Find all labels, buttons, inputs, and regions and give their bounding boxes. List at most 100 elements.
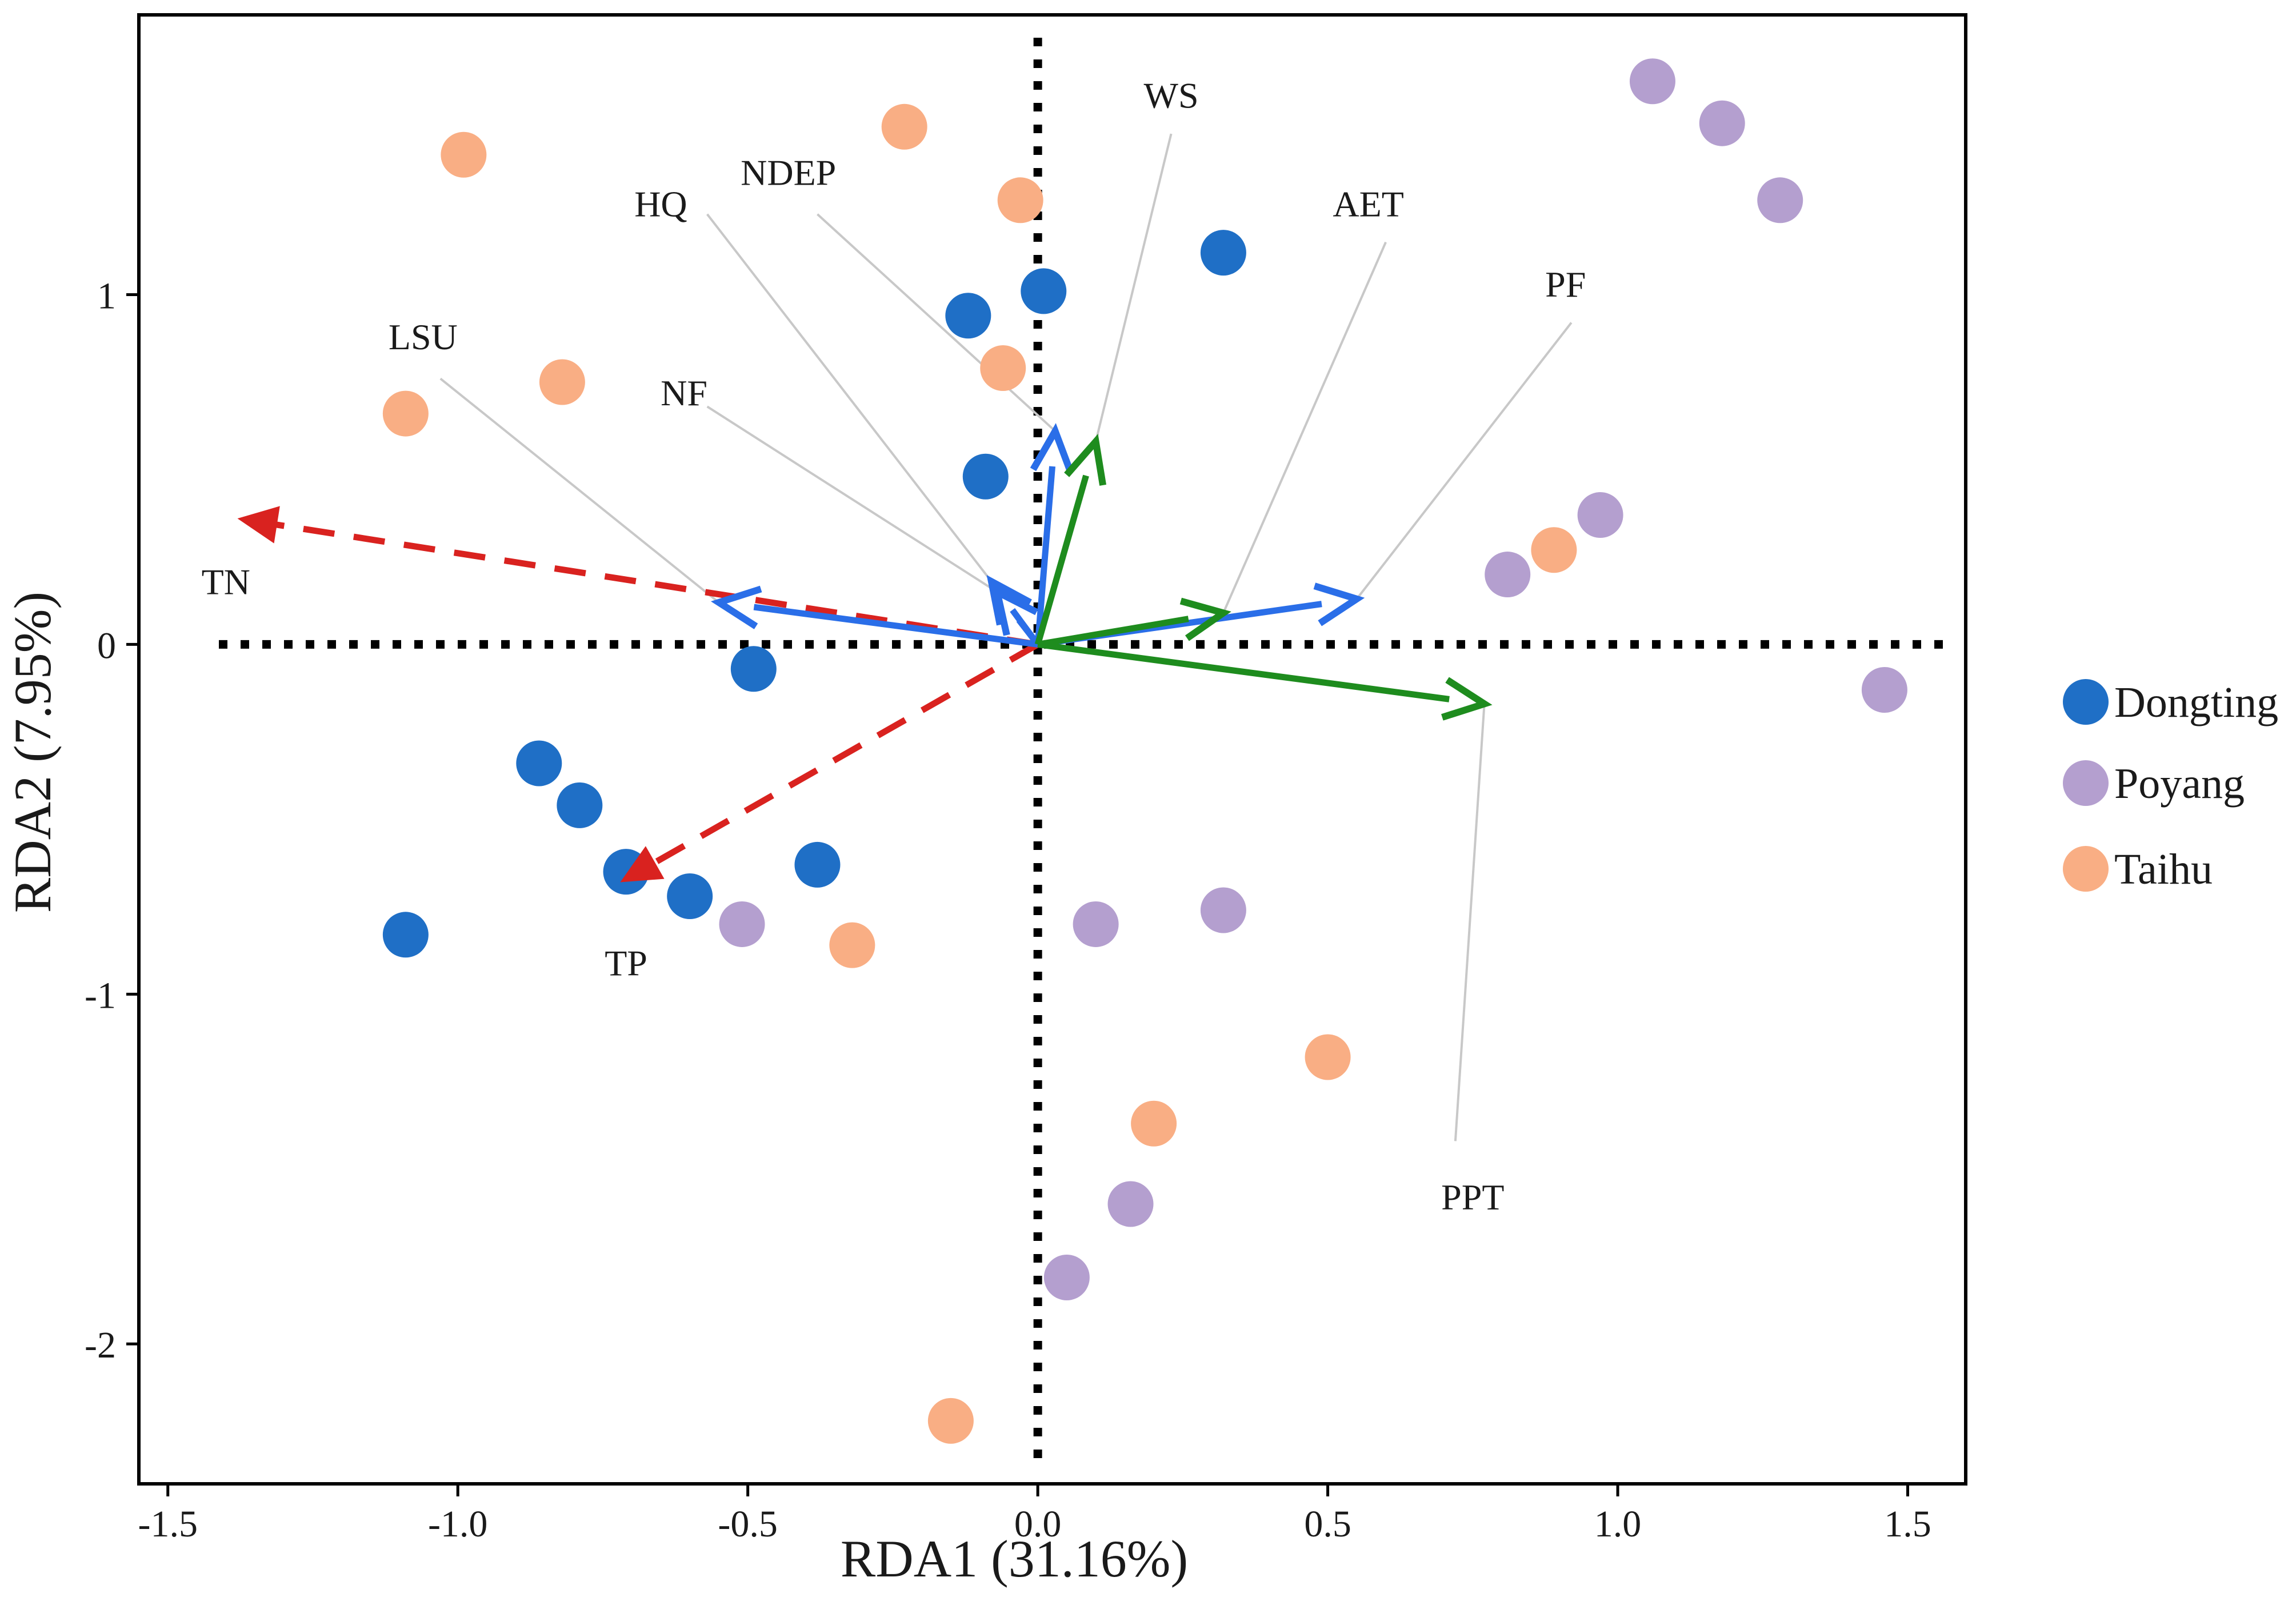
leader-line-ws <box>1094 133 1173 442</box>
point-dongting <box>667 873 713 919</box>
vector-shaft <box>753 604 1038 648</box>
point-poyang <box>719 901 765 947</box>
vector-shaft <box>1034 466 1056 645</box>
legend-item-dongting: Dongting <box>2063 678 2278 726</box>
vector-arrowhead <box>1064 433 1107 486</box>
vector-arrowhead <box>620 846 665 883</box>
point-dongting <box>945 293 991 339</box>
legend-item-taihu: Taihu <box>2063 845 2213 893</box>
point-poyang <box>1699 100 1745 146</box>
legend-swatch <box>2063 846 2109 892</box>
point-dongting <box>516 740 562 786</box>
vector-label-hq: HQ <box>634 183 687 224</box>
y-tick-label: -1 <box>85 975 116 1016</box>
legend: Dongting Poyang Taihu <box>2063 678 2278 893</box>
point-dongting <box>794 841 841 888</box>
vector-shaft <box>1034 474 1089 645</box>
x-axis-ticks: -1.5 -1.0 -0.5 0.0 0.5 1.0 1.5 <box>138 1484 1931 1545</box>
vector-lsu <box>710 585 1038 648</box>
vector-shaft <box>1037 616 1189 648</box>
vector-arrowhead <box>1441 677 1493 721</box>
y-tick-label: 1 <box>97 276 116 317</box>
legend-label: Taihu <box>2114 845 2213 893</box>
vector-ppt <box>1037 641 1493 721</box>
vector-label-tp: TP <box>605 943 647 983</box>
legend-item-poyang: Poyang <box>2063 760 2245 808</box>
point-taihu <box>1131 1100 1177 1147</box>
y-axis-title: RDA2 (7.95%) <box>3 592 62 913</box>
x-tick-label: 0.0 <box>1014 1503 1062 1545</box>
point-poyang <box>1107 1181 1154 1227</box>
vector-label-ndep: NDEP <box>741 152 836 193</box>
legend-swatch <box>2063 760 2109 806</box>
point-taihu <box>382 390 429 437</box>
vector-label-pf: PF <box>1545 264 1586 305</box>
vector-label-tn: TN <box>202 561 250 602</box>
point-dongting <box>1200 230 1246 276</box>
vector-shaft <box>649 641 1039 868</box>
point-taihu <box>829 922 875 968</box>
plot-frame <box>137 13 1967 1486</box>
leader-line-hq <box>706 213 993 582</box>
point-poyang <box>1861 666 1907 713</box>
x-tick-label: 1.0 <box>1594 1503 1642 1545</box>
point-dongting <box>730 646 777 692</box>
vector-hq <box>986 574 1041 646</box>
leader-line-ppt <box>1454 704 1486 1141</box>
vector-label-aet: AET <box>1333 183 1403 224</box>
vector-arrowhead <box>1030 423 1074 474</box>
vector-ws <box>1034 433 1107 645</box>
y-axis-ticks: -2 -1 0 1 <box>85 276 139 1366</box>
vector-label-nf: NF <box>661 373 707 413</box>
x-axis-title: RDA1 (31.16%) <box>841 1530 1188 1588</box>
point-dongting <box>557 782 603 828</box>
x-tick-label: -0.5 <box>718 1503 777 1545</box>
point-poyang <box>1757 177 1803 223</box>
point-poyang <box>1200 887 1246 933</box>
environment-vectors <box>237 423 1493 883</box>
leader-line-pf <box>1355 322 1573 600</box>
vector-labels: TN TP LSU NF HQ NDEP PF WS AET PPT <box>202 75 1586 1217</box>
vector-tn <box>237 506 1038 648</box>
vector-leader-lines <box>439 133 1573 1141</box>
leader-line-lsu <box>439 377 720 604</box>
point-taihu <box>441 131 487 178</box>
legend-swatch <box>2063 679 2109 725</box>
point-poyang <box>1485 552 1531 598</box>
vector-label-lsu: LSU <box>389 317 458 357</box>
point-taihu <box>881 103 927 150</box>
x-tick-label: -1.0 <box>428 1503 487 1545</box>
point-dongting <box>382 912 429 958</box>
leader-line-ndep <box>817 213 1056 432</box>
point-poyang <box>1073 901 1119 947</box>
point-taihu <box>1305 1034 1351 1080</box>
sample-points <box>382 58 1907 1444</box>
vector-arrowhead <box>986 574 1032 626</box>
x-tick-label: 1.5 <box>1884 1503 1931 1545</box>
x-tick-label: -1.5 <box>138 1503 198 1545</box>
y-tick-label: 0 <box>97 625 116 666</box>
point-taihu <box>980 345 1026 392</box>
vector-tp <box>620 641 1039 883</box>
x-tick-label: 0.5 <box>1304 1503 1351 1545</box>
vector-arrowhead <box>992 585 1038 636</box>
leader-line-aet <box>1222 241 1387 614</box>
vector-label-ws: WS <box>1144 75 1199 116</box>
vector-arrowhead <box>710 585 762 629</box>
y-tick-label: -2 <box>85 1324 116 1366</box>
vector-arrowhead <box>1179 597 1231 641</box>
legend-label: Poyang <box>2114 760 2245 808</box>
point-taihu <box>1531 527 1577 573</box>
vector-shaft <box>1037 641 1450 702</box>
point-taihu <box>997 177 1043 223</box>
leader-line-nf <box>706 405 998 593</box>
vector-shaft <box>1010 608 1041 646</box>
legend-label: Dongting <box>2114 678 2278 726</box>
point-poyang <box>1629 58 1675 105</box>
zero-reference-lines <box>219 38 1943 1461</box>
point-poyang <box>1577 492 1623 538</box>
vector-aet <box>1037 597 1231 648</box>
point-dongting <box>962 453 1009 500</box>
vector-ndep <box>1030 423 1074 645</box>
